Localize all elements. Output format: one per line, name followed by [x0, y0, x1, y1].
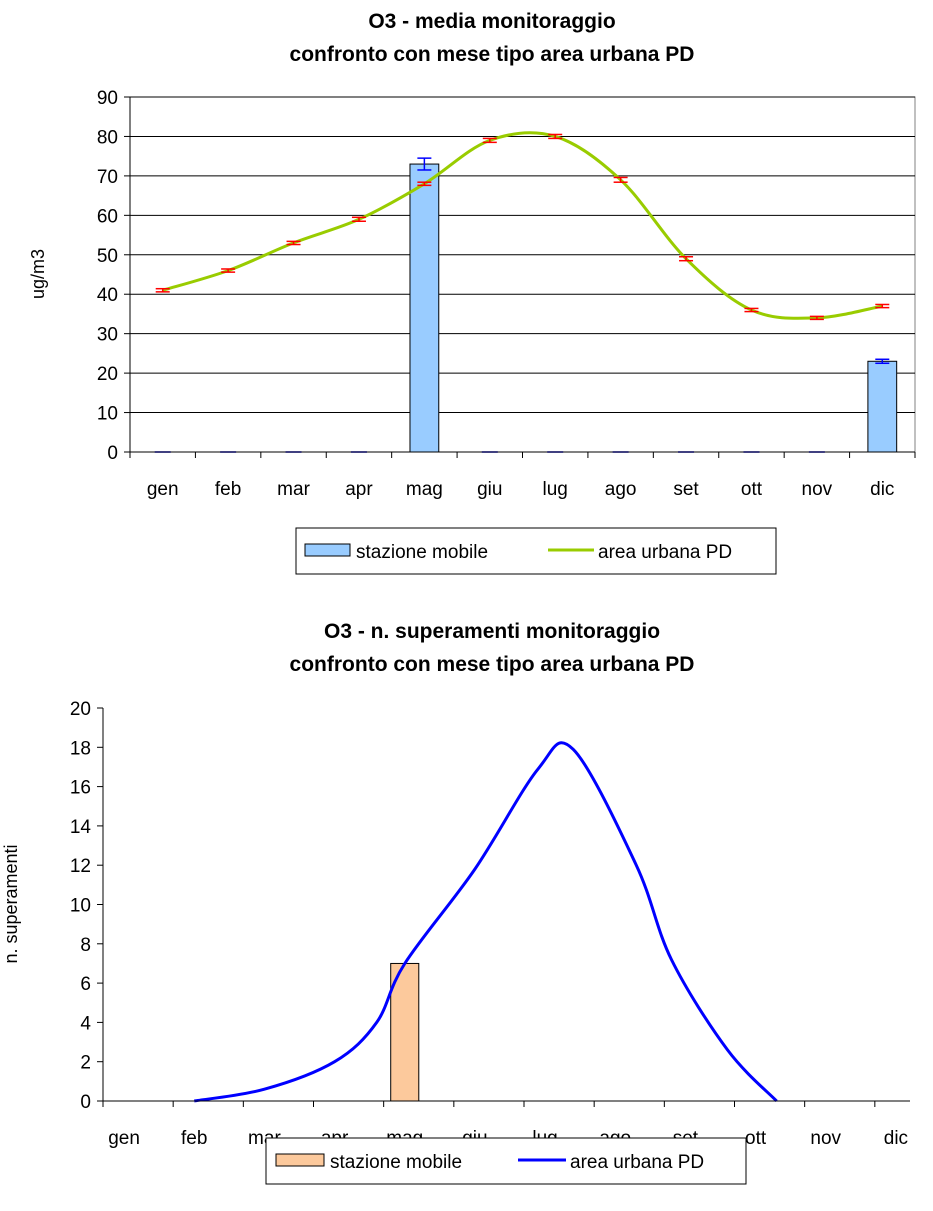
- bar-stazione-mobile: [390, 962, 420, 1102]
- y-tick-label: 10: [97, 404, 118, 425]
- chart-title: O3 - media monitoraggio: [368, 10, 615, 33]
- x-tick-label: dic: [884, 1128, 908, 1149]
- x-tick-label: apr: [345, 479, 373, 500]
- y-tick-label: 4: [80, 1013, 91, 1034]
- y-tick-label: 14: [70, 817, 92, 838]
- chart-subtitle: confronto con mese tipo area urbana PD: [290, 653, 695, 676]
- chart-media-svg: O3 - media monitoraggio confronto con me…: [28, 10, 916, 575]
- x-tick-label: ago: [605, 479, 637, 500]
- legend-label-stazione-mobile: stazione mobile: [330, 1152, 462, 1173]
- y-tick-label: 40: [97, 285, 118, 306]
- y-tick-label: 50: [97, 246, 118, 267]
- x-tick-label: gen: [147, 479, 179, 500]
- x-tick-label: dic: [870, 479, 894, 500]
- x-tick-label: mag: [406, 479, 443, 500]
- chart-superamenti: O3 - n. superamenti monitoraggio confron…: [0, 610, 933, 1210]
- x-tick-label: giu: [477, 479, 502, 500]
- y-tick-label: 18: [70, 738, 91, 759]
- y-tick-label: 80: [97, 127, 118, 148]
- chart-subtitle: confronto con mese tipo area urbana PD: [290, 43, 695, 66]
- legend-label-area-urbana: area urbana PD: [570, 1152, 704, 1173]
- y-tick-label: 20: [70, 699, 91, 720]
- legend-swatch-stazione-mobile: [304, 543, 351, 557]
- chart-media: O3 - media monitoraggio confronto con me…: [0, 0, 933, 600]
- x-tick-label: nov: [810, 1128, 841, 1149]
- y-tick-label: 10: [70, 896, 91, 917]
- line-area-urbana: [162, 131, 883, 320]
- x-tick-label: gen: [108, 1128, 140, 1149]
- y-tick-label: 70: [97, 167, 118, 188]
- y-tick-label: 12: [70, 856, 91, 877]
- y-axis-label: ug/m3: [28, 249, 48, 299]
- y-axis-label: n. superamenti: [1, 844, 21, 963]
- x-tick-label: ott: [741, 479, 763, 500]
- legend: stazione mobile area urbana PD: [295, 527, 777, 575]
- legend-label-stazione-mobile: stazione mobile: [356, 542, 488, 563]
- y-tick-label: 20: [97, 364, 118, 385]
- y-tick-label: 6: [80, 974, 91, 995]
- y-tick-label: 8: [80, 935, 91, 956]
- legend-box: [295, 527, 777, 575]
- legend-label-area-urbana: area urbana PD: [598, 542, 732, 563]
- x-tick-label: mar: [277, 479, 310, 500]
- y-tick-label: 0: [107, 443, 118, 464]
- chart-superamenti-svg: O3 - n. superamenti monitoraggio confron…: [1, 620, 910, 1185]
- x-tick-label: ott: [745, 1128, 767, 1149]
- y-tick-label: 2: [80, 1053, 91, 1074]
- legend: stazione mobile area urbana PD: [265, 1137, 747, 1185]
- legend-box: [265, 1137, 747, 1185]
- legend-swatch-stazione-mobile: [275, 1153, 325, 1167]
- y-tick-label: 0: [80, 1092, 91, 1113]
- y-tick-label: 30: [97, 325, 118, 346]
- line-area-urbana: [194, 741, 778, 1103]
- y-tick-label: 16: [70, 778, 91, 799]
- bar-stazione-mobile: [867, 360, 898, 453]
- y-tick-label: 60: [97, 206, 118, 227]
- plot-area: [129, 96, 916, 453]
- bar-stazione-mobile: [409, 163, 440, 453]
- y-tick-label: 90: [97, 88, 118, 109]
- x-tick-label: lug: [543, 479, 568, 500]
- x-tick-label: feb: [215, 479, 241, 500]
- x-tick-label: set: [673, 479, 699, 500]
- x-tick-label: feb: [181, 1128, 207, 1149]
- chart-title: O3 - n. superamenti monitoraggio: [324, 620, 660, 643]
- x-tick-label: nov: [802, 479, 833, 500]
